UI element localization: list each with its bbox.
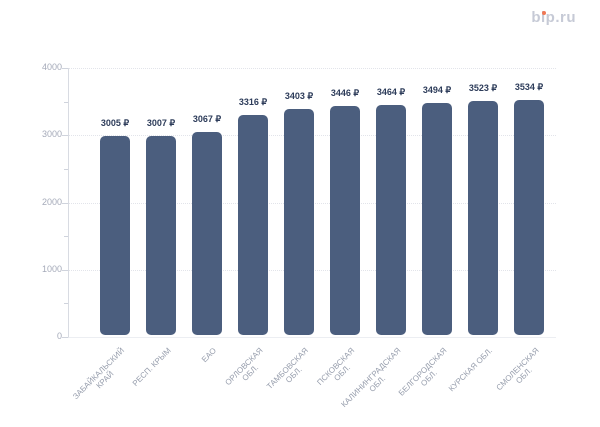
bar-2[interactable] [146, 135, 176, 335]
bar-5[interactable] [284, 109, 314, 335]
bar-3[interactable] [192, 131, 222, 335]
bar-8[interactable] [422, 103, 452, 335]
bar-7[interactable] [376, 105, 406, 335]
bar-value-label: 3446 ₽ [330, 88, 360, 99]
bar-value-label: 3494 ₽ [422, 85, 452, 96]
bar-value-label: 3005 ₽ [100, 117, 130, 128]
x-tick-label: ЗАБАЙКАЛЬСКИЙ КРАЙ [71, 346, 127, 401]
bar-value-label: 3464 ₽ [376, 87, 406, 98]
y-tick-label: 1000 [41, 263, 62, 274]
plot-area: 3005 ₽ 3007 ₽ 3067 ₽ 3316 ₽ 3403 ₽ 3446 ₽ 3464… [68, 68, 556, 338]
x-tick-label: КАЛИНИНГРАДСКАЯ ОБЛ. [339, 346, 403, 410]
x-tick-label: ПСКОВСКАЯ ОБЛ. [315, 346, 357, 387]
bar-value-label: 3403 ₽ [284, 91, 314, 102]
x-tick-label: КУРСКАЯ ОБЛ. [447, 346, 495, 394]
bar-value-label: 3534 ₽ [514, 82, 544, 93]
x-tick-label: ТАМБОВСКАЯ ОБЛ. [265, 346, 311, 391]
bar-value-label: 3316 ₽ [238, 96, 268, 107]
bar-9[interactable] [468, 101, 498, 335]
x-tick-label: ОРЛОВСКАЯ ОБЛ. [223, 346, 265, 388]
logo-text: bip.ru [531, 9, 576, 26]
bar-value-label: 3007 ₽ [146, 117, 176, 128]
y-tick-label: 3000 [41, 129, 62, 140]
logo-link[interactable]: bip.ru [531, 9, 576, 27]
gridline [69, 68, 556, 69]
x-tick-label: РЕСП. КРЫМ [130, 346, 173, 388]
bar-value-label: 3067 ₽ [192, 113, 222, 124]
x-tick-label: БЕЛГОРОДСКАЯ ОБЛ. [396, 346, 449, 398]
x-tick-label: ЕАО [200, 346, 219, 365]
bar-1[interactable] [100, 135, 130, 335]
y-tick-label: 0 [56, 331, 62, 341]
bar-10[interactable] [514, 100, 544, 335]
logo-i-dot [541, 11, 546, 15]
x-tick-label: СМОЛЕНСКАЯ ОБЛ. [494, 346, 541, 393]
y-tick-label: 4000 [41, 62, 62, 72]
bar-value-label: 3523 ₽ [468, 83, 498, 94]
bar-6[interactable] [330, 106, 360, 335]
bar-4[interactable] [238, 115, 268, 335]
y-tick-label: 2000 [41, 196, 62, 207]
